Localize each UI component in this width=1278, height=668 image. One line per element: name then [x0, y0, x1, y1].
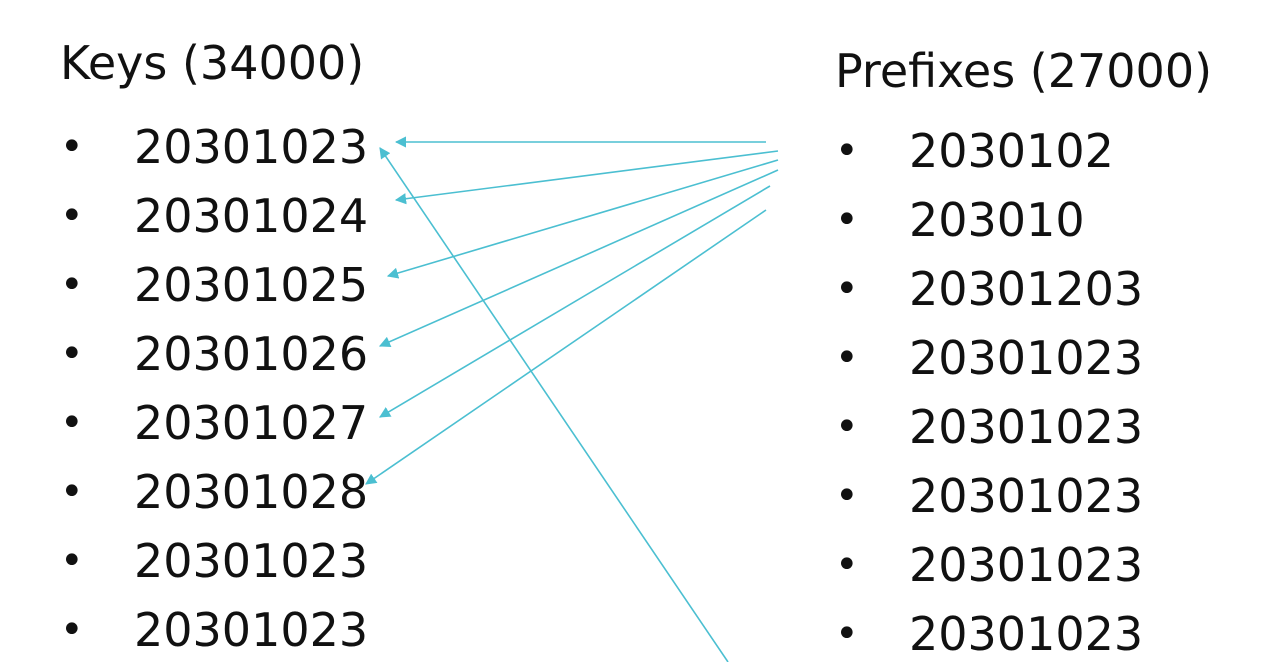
bullet-icon: •	[835, 334, 859, 381]
bullet-icon: •	[60, 261, 84, 308]
list-item: • 20301024	[60, 181, 368, 250]
arrow-to-key-5	[379, 185, 771, 418]
bullet-icon: •	[60, 537, 84, 584]
list-item: • 20301027	[60, 388, 368, 457]
key-value: 20301026	[134, 326, 369, 381]
prefix-value: 20301023	[909, 399, 1144, 454]
arrow-to-key-4	[378, 169, 779, 348]
prefix-value: 2030102	[909, 123, 1114, 178]
arrow-to-key-2	[394, 150, 779, 205]
bullet-icon: •	[60, 606, 84, 653]
list-item: • 20301023	[835, 392, 1143, 461]
arrow-to-key-6	[365, 209, 767, 485]
bullet-icon: •	[60, 399, 84, 446]
list-item: • 20301023	[60, 595, 368, 664]
key-value: 20301025	[134, 257, 369, 312]
prefix-value: 20301023	[909, 606, 1144, 661]
bullet-icon: •	[60, 192, 84, 239]
key-value: 20301023	[134, 119, 369, 174]
key-value: 20301024	[134, 188, 369, 243]
list-item: • 20301023	[835, 599, 1143, 668]
arrow-to-key-3	[386, 159, 779, 279]
arrow-from-bottom	[379, 147, 729, 662]
bullet-icon: •	[60, 123, 84, 170]
bullet-icon: •	[60, 468, 84, 515]
key-value: 20301023	[134, 533, 369, 588]
list-item: • 20301023	[835, 461, 1143, 530]
list-item: • 20301025	[60, 250, 368, 319]
key-value: 20301028	[134, 464, 369, 519]
list-item: • 20301026	[60, 319, 368, 388]
bullet-icon: •	[835, 403, 859, 450]
prefix-value: 20301023	[909, 537, 1144, 592]
list-item: • 20301023	[60, 526, 368, 595]
prefix-value: 203010	[909, 192, 1085, 247]
bullet-icon: •	[835, 265, 859, 312]
list-item: • 20301203	[835, 254, 1143, 323]
list-item: • 20301023	[835, 530, 1143, 599]
prefixes-list: • 2030102 • 203010 • 20301203 • 20301023 • 20…	[835, 116, 1143, 668]
prefix-value: 20301023	[909, 468, 1144, 523]
bullet-icon: •	[835, 196, 859, 243]
bullet-icon: •	[60, 330, 84, 377]
prefixes-title: Prefixes (27000)	[835, 44, 1213, 98]
list-item: • 2030102	[835, 116, 1143, 185]
keys-list: • 20301023 • 20301024 • 20301025 • 20301026 …	[60, 112, 368, 664]
keys-title: Keys (34000)	[60, 36, 365, 90]
prefix-value: 20301023	[909, 330, 1144, 385]
list-item: • 20301023	[60, 112, 368, 181]
list-item: • 20301028	[60, 457, 368, 526]
key-value: 20301027	[134, 395, 369, 450]
bullet-icon: •	[835, 610, 859, 657]
prefix-value: 20301203	[909, 261, 1144, 316]
key-value: 20301023	[134, 602, 369, 657]
list-item: • 203010	[835, 185, 1143, 254]
bullet-icon: •	[835, 127, 859, 174]
bullet-icon: •	[835, 541, 859, 588]
list-item: • 20301023	[835, 323, 1143, 392]
bullet-icon: •	[835, 472, 859, 519]
